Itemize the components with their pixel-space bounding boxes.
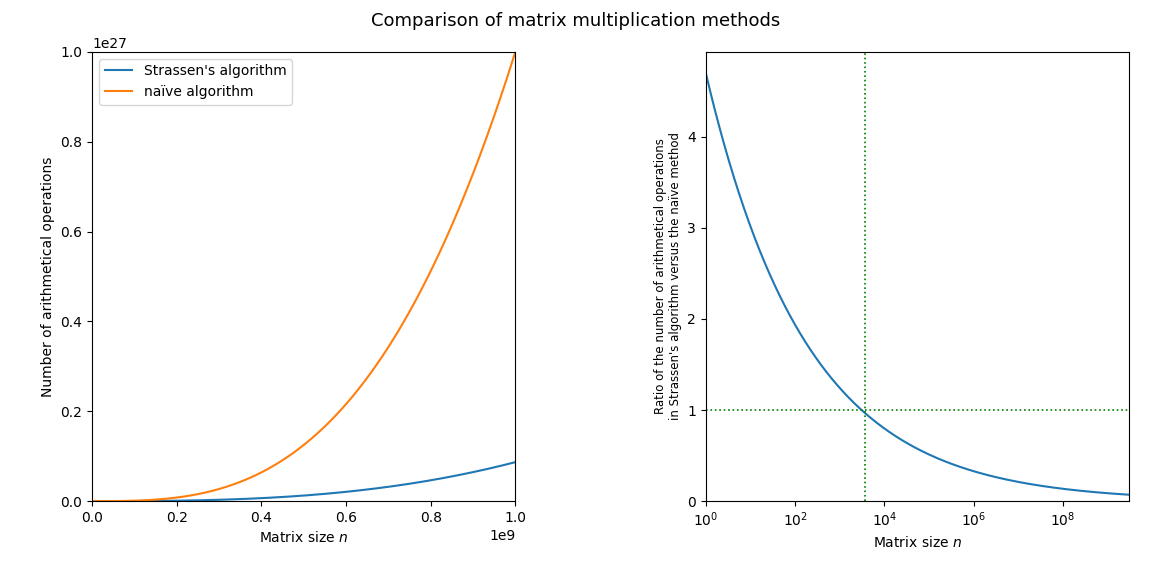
X-axis label: Matrix size $n$: Matrix size $n$ [259, 530, 348, 545]
Strassen's algorithm [508, 458, 522, 465]
Strassen's algorithm [376, 484, 389, 491]
naïve algorithm [129, 497, 143, 504]
naïve algorithm [415, 285, 429, 291]
naïve algorithm [423, 270, 437, 276]
Strassen's algorithm [423, 477, 437, 484]
naïve algorithm [85, 498, 99, 505]
X-axis label: Matrix size $n$: Matrix size $n$ [873, 535, 962, 550]
naïve algorithm [376, 352, 389, 359]
Y-axis label: Ratio of the number of arithmetical operations
in Strassen's algorithm versus th: Ratio of the number of arithmetical oper… [653, 132, 682, 420]
Line: Strassen's algorithm: Strassen's algorithm [92, 462, 515, 501]
naïve algorithm [272, 459, 286, 466]
Text: Comparison of matrix multiplication methods: Comparison of matrix multiplication meth… [371, 12, 781, 29]
Strassen's algorithm [85, 498, 99, 505]
Legend: Strassen's algorithm, naïve algorithm: Strassen's algorithm, naïve algorithm [99, 59, 291, 105]
naïve algorithm [257, 468, 271, 475]
Strassen's algorithm [272, 494, 286, 501]
Strassen's algorithm [257, 495, 271, 502]
naïve algorithm [508, 48, 522, 55]
Y-axis label: Number of arithmetical operations: Number of arithmetical operations [40, 156, 55, 397]
Strassen's algorithm [415, 478, 429, 485]
Strassen's algorithm [129, 498, 143, 505]
Line: naïve algorithm: naïve algorithm [92, 52, 515, 501]
